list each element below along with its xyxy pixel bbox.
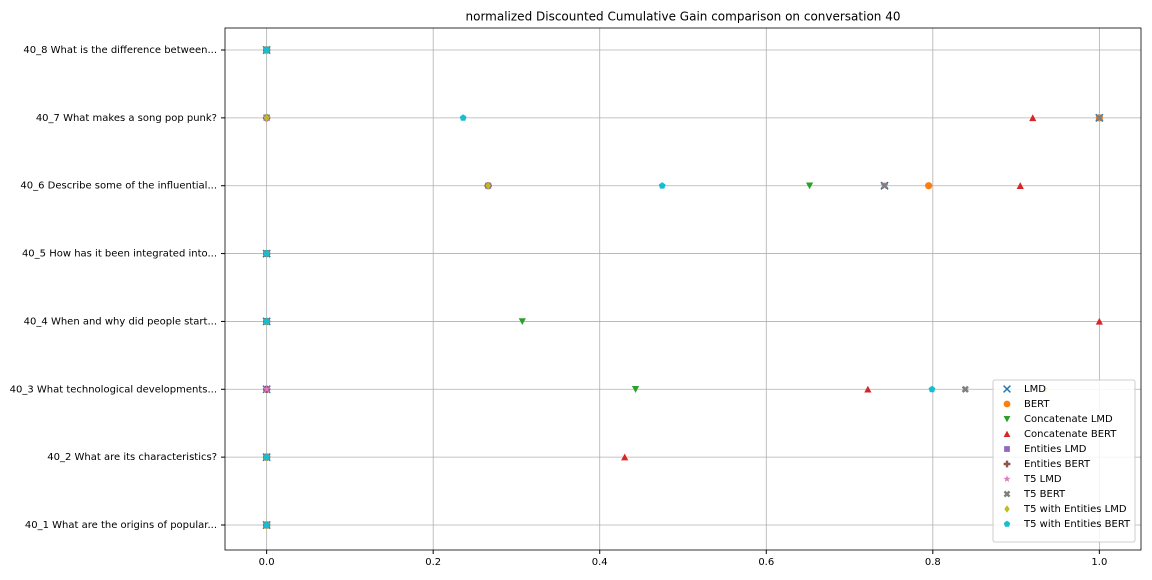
point [1016,182,1024,189]
legend-marker [1003,400,1011,408]
y-tick-label: 40_7 What makes a song pop punk? [36,113,217,124]
y-tick-label: 40_6 Describe some of the influential... [20,181,217,192]
point [485,181,492,190]
y-tick-label: 40_4 When and why did people start... [24,316,217,327]
legend-label: T5 BERT [1023,489,1066,500]
point [864,385,872,393]
legend-box [992,379,1136,543]
point [928,385,936,393]
legend-marker [1004,505,1010,513]
y-tick-label: 40_5 How has it been integrated into... [22,249,217,260]
legend-marker [1003,385,1011,393]
legend-label: T5 with Entities BERT [1023,519,1131,530]
y-tick-label: 40_2 What are its characteristics? [47,452,217,463]
y-tick-label: 40_1 What are the origins of popular... [25,520,217,531]
x-tick-label: 1.0 [1091,557,1107,568]
x-tick-label: 0.4 [592,557,608,568]
point [925,182,933,190]
point [631,386,640,393]
point [263,249,271,257]
point [262,385,271,393]
chart-title: normalized Discounted Cumulative Gain co… [466,10,901,24]
point [263,453,271,461]
point [658,182,666,189]
x-tick-label: 0.6 [758,557,774,568]
y-tick-label: 40_3 What technological developments... [10,384,217,395]
x-tick-label: 0.0 [259,557,275,568]
point [1029,114,1037,122]
y-tick-label: 40_8 What is the difference between... [23,45,217,56]
point [263,113,270,122]
legend-label: LMD [1024,384,1046,395]
plot-frame [224,27,1142,551]
legend-label: T5 LMD [1023,474,1062,485]
x-tick-label: 0.8 [925,557,941,568]
legend-marker [1003,490,1011,498]
point [263,46,271,53]
point [621,453,629,461]
legend-label: BERT [1024,399,1050,410]
point [1095,114,1103,122]
point [263,317,271,325]
legend-label: Concatenate LMD [1024,414,1113,425]
legend-marker [1003,460,1011,468]
legend-label: Entities LMD [1024,444,1087,455]
point [518,318,526,326]
point [961,385,969,393]
point [1095,317,1103,325]
point [880,182,889,190]
legend-label: Entities BERT [1024,459,1091,470]
legend-marker [1003,415,1011,423]
point [263,521,271,528]
point [805,182,814,190]
point [459,114,467,121]
legend-marker [1003,520,1011,527]
legend-label: T5 with Entities LMD [1023,504,1127,515]
x-tick-label: 0.2 [425,557,441,568]
legend-label: Concatenate BERT [1024,429,1117,440]
legend: LMD BERT Concatenate LMD Concatenate BERT En… [992,379,1136,543]
legend-marker [1003,475,1011,483]
legend-marker [1004,446,1010,452]
legend-marker [1003,430,1011,438]
